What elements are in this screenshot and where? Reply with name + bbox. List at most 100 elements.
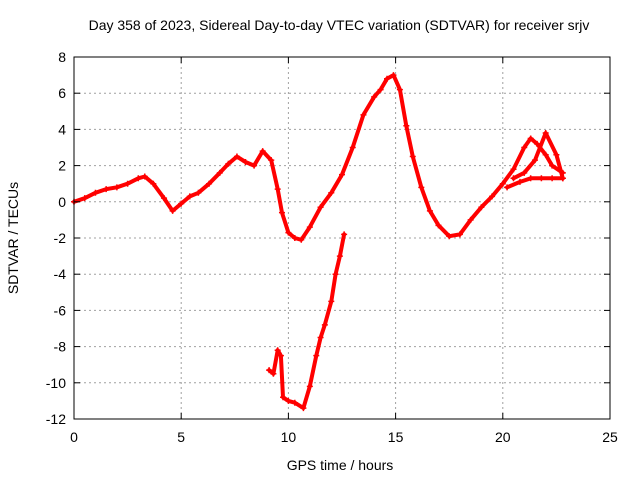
data-point: [280, 394, 287, 401]
data-point: [259, 148, 266, 155]
data-point: [216, 169, 223, 176]
data-point: [489, 193, 496, 200]
data-point: [435, 222, 442, 229]
y-tick-label: 2: [58, 158, 66, 174]
y-tick-label: -2: [54, 230, 67, 246]
data-point: [336, 253, 343, 260]
y-tick-label: 8: [58, 49, 66, 65]
data-point: [534, 140, 541, 147]
data-point: [81, 195, 88, 202]
data-point: [317, 334, 324, 341]
data-point: [516, 178, 523, 185]
data-point: [456, 231, 463, 238]
series-line: [267, 232, 347, 411]
y-tick-label: -12: [46, 411, 66, 427]
data-point: [527, 135, 534, 142]
y-tick-label: -6: [54, 302, 67, 318]
data-point: [124, 180, 131, 187]
y-tick-label: 6: [58, 85, 66, 101]
data-point: [161, 195, 168, 202]
x-tick-label: 0: [70, 429, 78, 445]
data-point: [521, 144, 528, 151]
data-point: [178, 200, 185, 207]
data-point: [233, 153, 240, 160]
data-point: [274, 186, 281, 193]
data-point: [426, 207, 433, 214]
data-point: [328, 298, 335, 305]
data-point: [349, 144, 356, 151]
data-point: [268, 157, 275, 164]
data-point: [92, 189, 99, 196]
x-tick-label: 5: [177, 429, 185, 445]
data-point: [169, 207, 176, 214]
series-line: [505, 176, 565, 190]
data-point: [384, 75, 391, 82]
data-point: [313, 352, 320, 359]
series-flat-evening-track: [504, 175, 566, 191]
data-point: [328, 189, 335, 196]
data-point: [306, 383, 313, 390]
data-point: [510, 175, 517, 182]
data-point: [242, 158, 249, 165]
data-point: [141, 173, 148, 180]
data-point: [446, 233, 453, 240]
x-tick-label: 25: [602, 429, 618, 445]
data-point: [542, 151, 549, 158]
series-lower-dip-track: [266, 231, 348, 412]
data-point: [150, 180, 157, 187]
data-point: [403, 122, 410, 129]
data-point: [549, 162, 556, 169]
grid: [74, 57, 610, 419]
data-point: [377, 86, 384, 93]
data-point: [339, 171, 345, 178]
data-point: [504, 184, 511, 191]
data-point: [103, 186, 110, 193]
data-point: [321, 321, 328, 328]
data-point: [317, 204, 324, 211]
data-point: [559, 175, 566, 182]
y-tick-label: -10: [46, 375, 66, 391]
data-point: [274, 347, 281, 354]
data-point: [527, 175, 534, 182]
data-series: [71, 72, 566, 412]
data-point: [332, 271, 339, 278]
data-point: [266, 367, 273, 374]
y-tick-label: 4: [58, 121, 66, 137]
data-point: [278, 209, 285, 216]
data-point: [206, 180, 213, 187]
data-point: [542, 130, 549, 137]
data-point: [186, 193, 193, 200]
data-point: [521, 169, 528, 176]
data-point: [531, 157, 538, 164]
data-point: [360, 111, 367, 118]
series-main-track: [71, 72, 566, 243]
x-axis-label: GPS time / hours: [287, 457, 394, 473]
data-point: [371, 93, 378, 100]
data-point: [195, 189, 202, 196]
data-point: [270, 370, 277, 377]
data-point: [499, 180, 506, 187]
data-point: [467, 216, 474, 223]
series-line: [72, 73, 565, 242]
data-point: [135, 175, 142, 182]
data-point: [285, 229, 292, 236]
data-point: [291, 399, 298, 406]
data-point: [538, 175, 545, 182]
ticks: 0 5 10 15 20 25 -12 -10 -8 -6 -4 -2 0 2 4 6 8: [46, 49, 618, 445]
data-point: [291, 235, 298, 241]
x-tick-label: 15: [388, 429, 404, 445]
data-point: [113, 184, 120, 191]
chart-title: Day 358 of 2023, Sidereal Day-to-day VTE…: [89, 17, 590, 33]
data-point: [251, 162, 258, 169]
y-axis-label: SDTVAR / TECUs: [5, 182, 21, 294]
data-point: [553, 151, 560, 158]
series-line: [511, 131, 565, 181]
data-point: [390, 72, 397, 79]
y-tick-label: -4: [54, 266, 67, 282]
data-point: [306, 224, 313, 231]
data-point: [341, 231, 348, 238]
x-tick-label: 20: [495, 429, 511, 445]
data-point: [409, 153, 416, 160]
data-point: [418, 184, 425, 191]
